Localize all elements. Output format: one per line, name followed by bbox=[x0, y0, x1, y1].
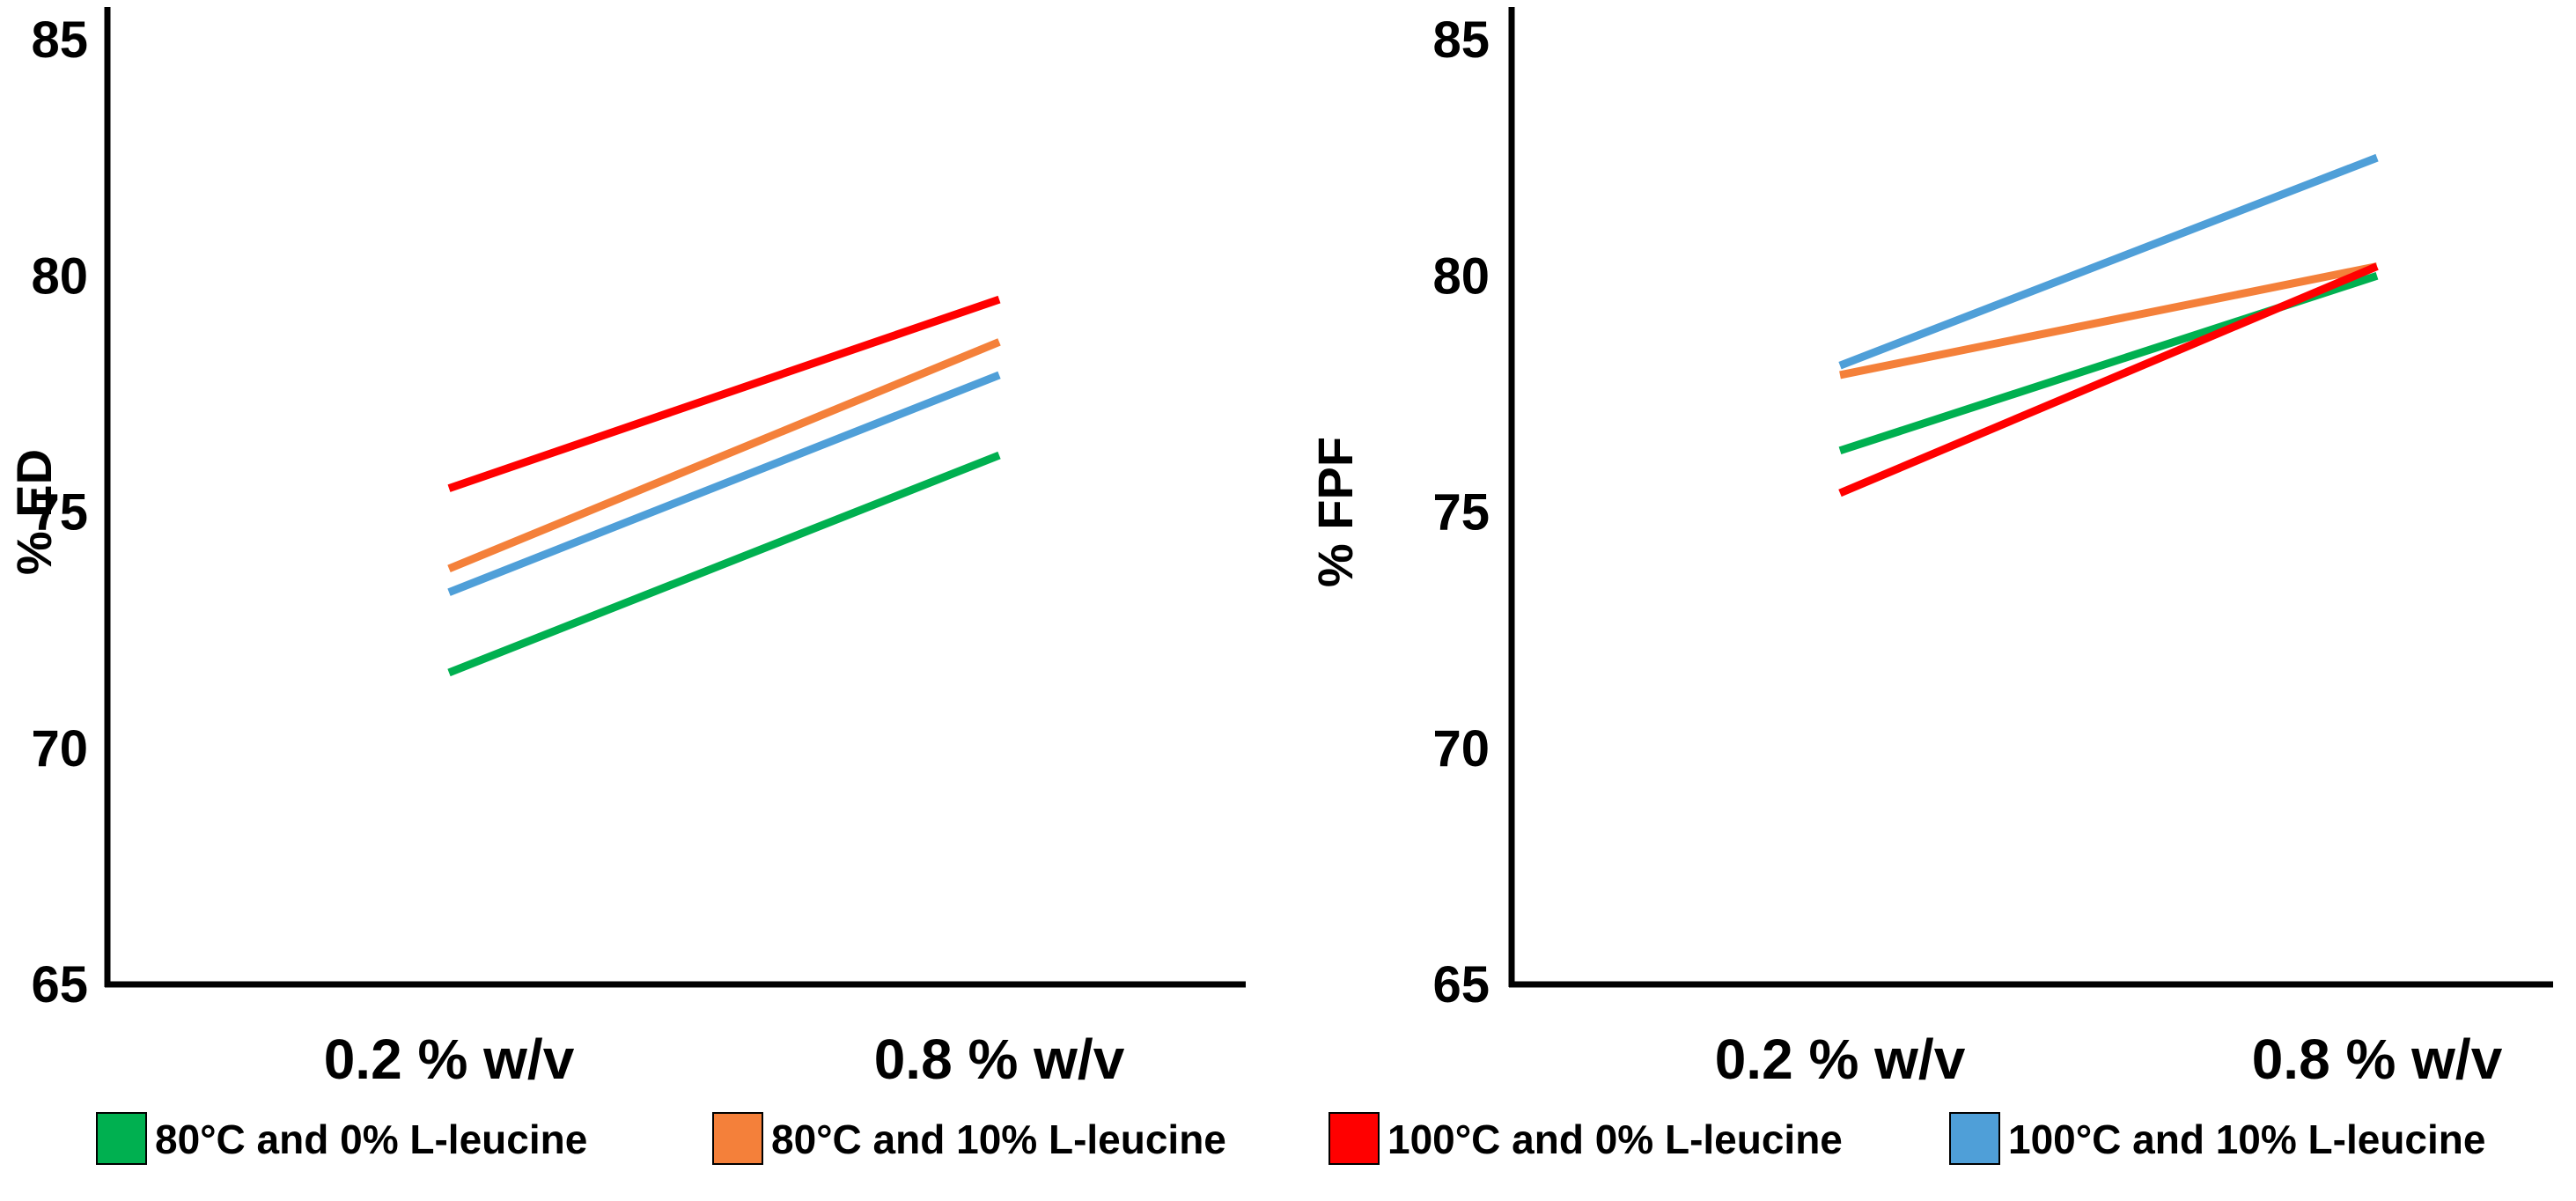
x-category-label: 0.2 % w/v bbox=[324, 1028, 575, 1091]
legend-label: 80°C and 10% L-leucine bbox=[771, 1116, 1226, 1162]
legend-swatch-100-c-and-10-l-leucine bbox=[1949, 1112, 2000, 1165]
legend-swatch-80-c-and-10-l-leucine bbox=[712, 1112, 763, 1165]
y-tick-label: 75 bbox=[31, 484, 88, 542]
legend-label: 100°C and 0% L-leucine bbox=[1387, 1116, 1843, 1162]
legend: 80°C and 0% L-leucine 80°C and 10% L-leuc… bbox=[96, 1112, 2485, 1165]
y-tick-label: 70 bbox=[31, 720, 88, 777]
series-line-80-c-and-10-l-leucine bbox=[447, 338, 1001, 573]
y-tick-label: 70 bbox=[1432, 720, 1490, 777]
series-line-100-c-and-0-l-leucine bbox=[447, 295, 1001, 492]
x-category-label: 0.8 % w/v bbox=[874, 1028, 1125, 1091]
y-axis-title: % ED bbox=[6, 449, 62, 575]
y-axis-title: % FPF bbox=[1307, 437, 1363, 587]
y-tick-label: 75 bbox=[1432, 484, 1490, 542]
y-tick-label: 65 bbox=[1432, 956, 1490, 1013]
y-tick-label: 80 bbox=[31, 247, 88, 305]
legend-swatch-80-c-and-0-l-leucine bbox=[96, 1112, 147, 1165]
legend-label: 80°C and 0% L-leucine bbox=[155, 1116, 587, 1162]
series-line-100-c-and-0-l-leucine bbox=[1838, 262, 2379, 497]
y-tick-label: 80 bbox=[1432, 247, 1490, 305]
series-line-80-c-and-0-l-leucine bbox=[447, 451, 1001, 677]
y-tick-label: 65 bbox=[31, 956, 88, 1013]
x-category-label: 0.2 % w/v bbox=[1715, 1028, 1966, 1091]
chart-panel-1: 65 70 75 80 85 % ED 0.2 % w/v 0.8 % w/v bbox=[6, 7, 1246, 1091]
series-line-80-c-and-10-l-leucine bbox=[1839, 262, 2378, 379]
series-line-100-c-and-10-l-leucine bbox=[1838, 153, 2379, 370]
series-line-100-c-and-10-l-leucine bbox=[447, 371, 1001, 596]
chart-panel-2: 65 70 75 80 85 % FPF 0.2 % w/v 0.8 % w/v bbox=[1307, 7, 2553, 1091]
y-tick-label: 85 bbox=[31, 11, 88, 69]
legend-label: 100°C and 10% L-leucine bbox=[2008, 1116, 2485, 1162]
legend-swatch-100-c-and-0-l-leucine bbox=[1328, 1112, 1380, 1165]
y-tick-label: 85 bbox=[1432, 11, 1490, 69]
x-category-label: 0.8 % w/v bbox=[2252, 1028, 2503, 1091]
